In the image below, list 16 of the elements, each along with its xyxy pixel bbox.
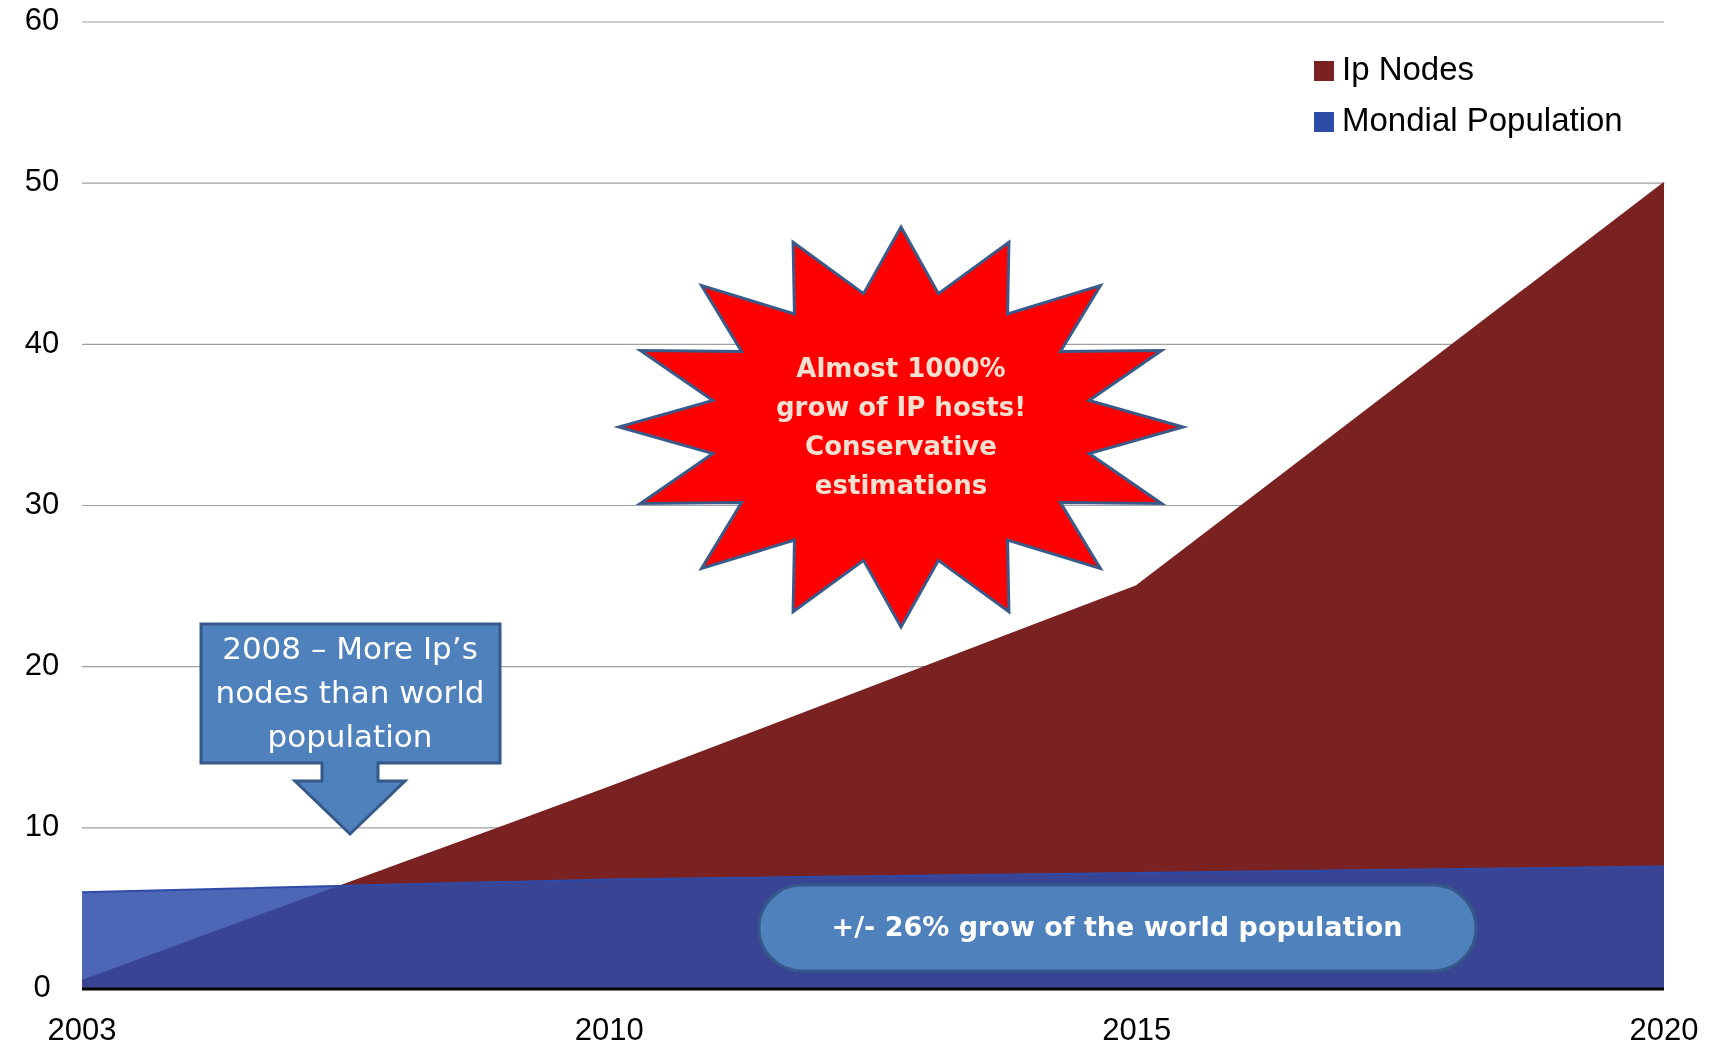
y-tick-label: 40 xyxy=(24,324,60,360)
annotation: 2008 – More Ip’s nodes than world population xyxy=(215,629,485,754)
y-tick-label: 0 xyxy=(33,969,51,1005)
y-tick-label: 10 xyxy=(24,808,60,844)
annotation: +/- 26% grow of the world population xyxy=(831,910,1403,942)
x-tick-label: 2020 xyxy=(1629,1012,1699,1047)
y-tick-label: 20 xyxy=(24,646,60,682)
x-tick-label: 2010 xyxy=(574,1012,644,1047)
y-tick-label: 30 xyxy=(24,485,60,521)
x-tick-label: 2003 xyxy=(47,1012,117,1047)
legend-label: Mondial Population xyxy=(1342,100,1623,138)
y-tick-label: 60 xyxy=(24,2,60,38)
x-tick-label: 2015 xyxy=(1102,1012,1172,1047)
annotation: Almost 1000% grow of IP hosts! Conservative estimations xyxy=(776,352,1026,499)
y-tick-label: 50 xyxy=(24,163,60,199)
legend-label: Ip Nodes xyxy=(1342,49,1475,87)
